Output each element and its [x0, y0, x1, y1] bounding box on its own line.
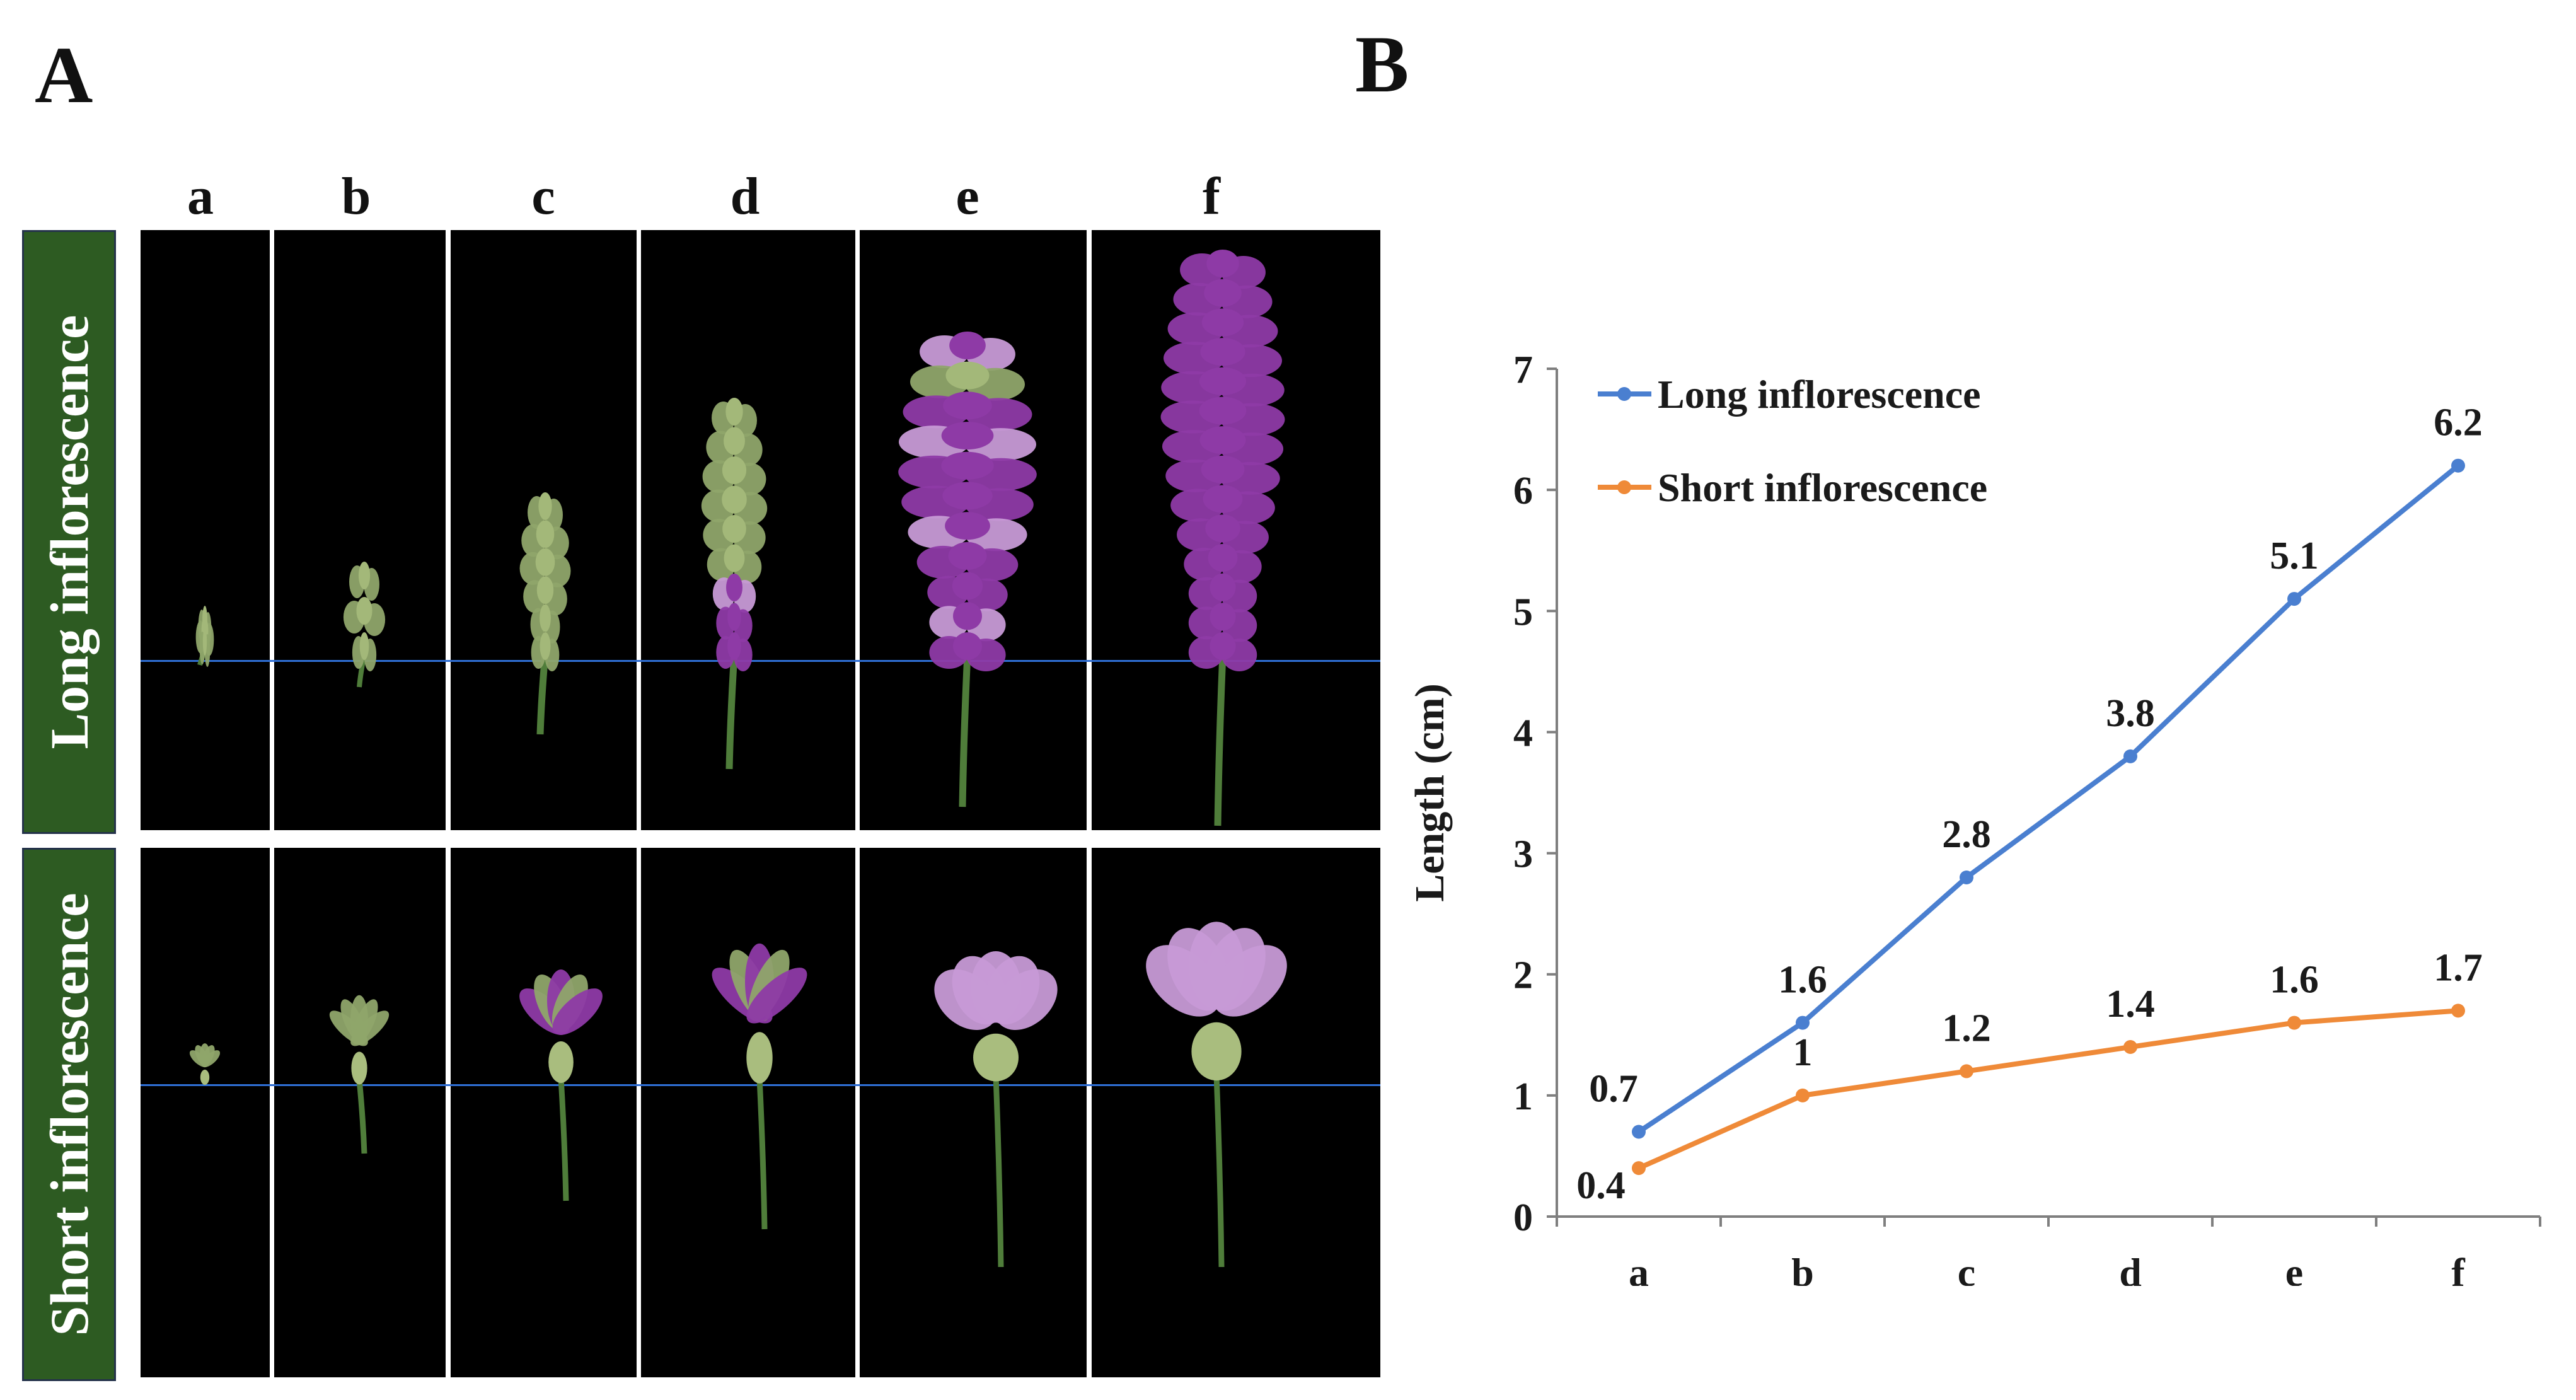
panel-b-letter: B [1355, 20, 1409, 109]
photo-short-d [641, 848, 855, 1377]
column-label-e: e [956, 167, 979, 226]
panel-a-letter: A [35, 30, 93, 120]
column-label-b: b [341, 167, 371, 226]
reference-line-short [141, 1084, 1380, 1086]
x-tick-label-a: a [1629, 1250, 1649, 1286]
legend-marker-long [1617, 387, 1631, 401]
data-label-long-a: 0.7 [1589, 1068, 1638, 1111]
data-label-short-b: 1 [1793, 1031, 1813, 1074]
x-tick-label-d: d [2119, 1250, 2142, 1286]
y-tick-label: 5 [1513, 591, 1533, 633]
column-label-f: f [1203, 167, 1220, 226]
data-label-long-b: 1.6 [1778, 959, 1827, 1002]
data-point-long-d [2123, 749, 2137, 763]
row-tab-long: Long inflorescence [22, 230, 116, 834]
y-tick-label: 2 [1513, 954, 1533, 997]
data-point-short-e [2287, 1015, 2301, 1030]
photo-short-c [451, 848, 637, 1377]
data-point-short-f [2451, 1004, 2465, 1018]
legend-label-short: Short inflorescence [1658, 465, 1987, 510]
x-tick-label-f: f [2451, 1250, 2465, 1286]
row-label-long: Long inflorescence [38, 315, 100, 749]
y-tick-label: 6 [1513, 470, 1533, 512]
data-point-short-c [1960, 1064, 1973, 1079]
y-tick-label: 3 [1513, 833, 1533, 876]
reference-line-long [141, 660, 1380, 662]
data-label-short-c: 1.2 [1942, 1007, 1991, 1050]
data-label-short-a: 0.4 [1576, 1164, 1626, 1207]
photo-short-e [860, 848, 1087, 1377]
data-label-long-c: 2.8 [1942, 813, 1991, 856]
data-point-long-c [1960, 871, 1973, 884]
series-line-short [1637, 1008, 2459, 1171]
photo-short-f [1092, 848, 1380, 1377]
data-label-short-e: 1.6 [2270, 959, 2319, 1002]
photo-long-e [860, 230, 1087, 830]
x-tick-label-c: c [1958, 1250, 1975, 1286]
photo-long-b [274, 230, 446, 830]
photo-short-a [141, 848, 270, 1377]
data-point-short-b [1796, 1088, 1810, 1102]
data-point-long-b [1796, 1015, 1810, 1030]
legend-marker-short [1617, 480, 1631, 494]
data-point-long-f [2451, 458, 2465, 473]
data-label-long-f: 6.2 [2434, 402, 2483, 444]
column-label-c: c [531, 167, 555, 226]
y-tick-label: 1 [1513, 1075, 1533, 1118]
photo-long-c [451, 230, 637, 830]
photo-long-d [641, 230, 855, 830]
y-tick-label: 0 [1513, 1196, 1533, 1239]
x-tick-label-b: b [1791, 1250, 1814, 1286]
photo-long-f [1092, 230, 1380, 830]
photo-short-b [274, 848, 446, 1377]
row-label-short: Short inflorescence [38, 893, 100, 1336]
data-label-short-d: 1.4 [2106, 983, 2155, 1026]
y-tick-label: 4 [1513, 712, 1533, 755]
column-label-d: d [730, 167, 760, 226]
legend-label-long: Long inflorescence [1658, 372, 1981, 417]
y-tick-label: 7 [1513, 349, 1533, 391]
data-label-long-e: 5.1 [2270, 535, 2319, 577]
data-label-short-f: 1.7 [2434, 946, 2483, 989]
data-point-short-a [1632, 1161, 1646, 1176]
x-tick-label-e: e [2285, 1250, 2303, 1286]
length-line-chart: 0 1 2 3 4 5 6 7 a b c d e f Length (cm) 0.7 1.6 2.8 3.8 5.1… [1407, 349, 2541, 1286]
row-tab-short: Short inflorescence [22, 848, 116, 1381]
data-point-short-d [2123, 1040, 2137, 1054]
data-point-long-a [1632, 1125, 1646, 1139]
column-label-a: a [187, 167, 214, 226]
y-axis-title: Length (cm) [1407, 683, 1453, 901]
photo-long-a [141, 230, 270, 830]
data-label-long-d: 3.8 [2106, 692, 2155, 735]
series-line-long [1637, 463, 2460, 1134]
data-point-long-e [2287, 592, 2301, 606]
